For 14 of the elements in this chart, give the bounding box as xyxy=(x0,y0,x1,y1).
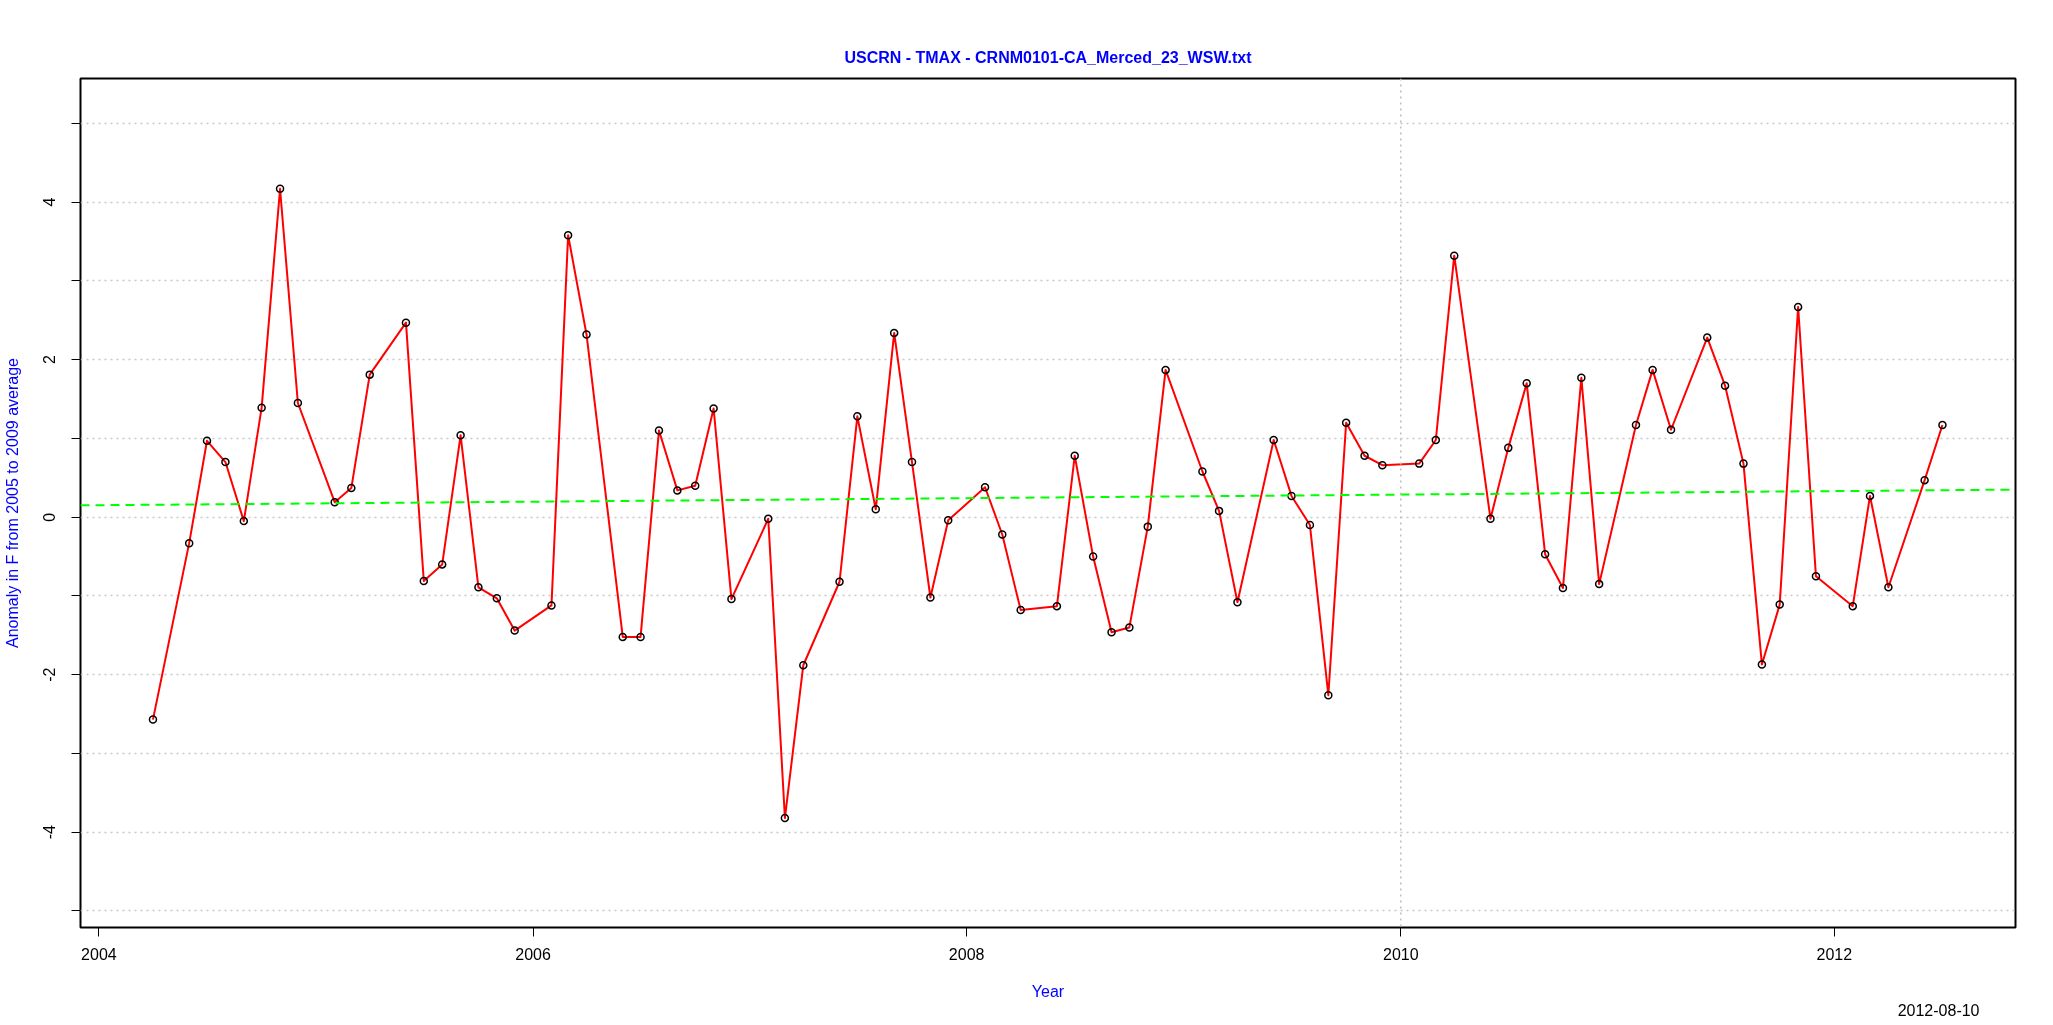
y-tick-label: 4 xyxy=(41,197,59,207)
y-tick-label: 0 xyxy=(41,512,59,522)
y-tick-label: -2 xyxy=(41,667,59,682)
y-axis-title: Anomaly in F from 2005 to 2009 average xyxy=(3,357,21,648)
x-tick-label: 2004 xyxy=(81,945,117,963)
x-tick-label: 2006 xyxy=(515,945,551,963)
x-axis-title: Year xyxy=(1031,982,1065,1000)
y-tick-label: 2 xyxy=(41,355,59,365)
y-tick-label: -4 xyxy=(41,824,59,840)
x-tick-label: 2008 xyxy=(948,945,985,963)
text: 2012-08-10 xyxy=(1897,1001,1980,1019)
x-tick-label: 2012 xyxy=(1816,945,1853,963)
chart-title: USCRN - TMAX - CRNM0101-CA_Merced_23_WSW.txt xyxy=(844,48,1253,66)
x-tick-label: 2010 xyxy=(1382,945,1419,963)
